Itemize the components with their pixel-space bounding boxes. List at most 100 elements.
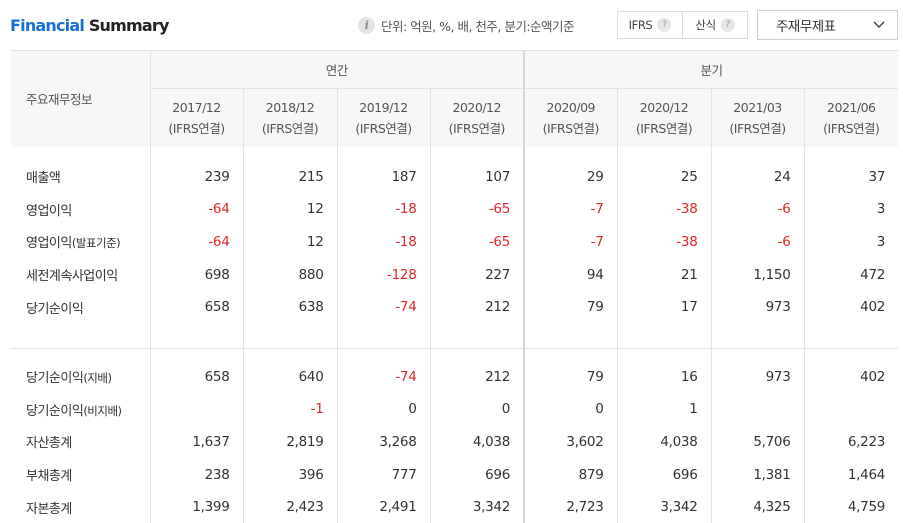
spacer-cell <box>336 146 430 161</box>
table-cell: 658 <box>149 290 243 324</box>
table-cell: 973 <box>710 290 805 324</box>
row-label-text: 세전계속사업이익 <box>26 269 118 285</box>
spacer-row <box>10 348 899 361</box>
toggle-formula[interactable]: 산식 ? <box>682 12 747 38</box>
table-cell: 0 <box>429 393 525 426</box>
table-cell: 696 <box>616 458 712 491</box>
table-cell: 107 <box>429 160 525 194</box>
spacer-cell <box>10 147 150 161</box>
column-type: (IFRS연결) <box>635 120 693 136</box>
table-row: 부채총계 238 396 777 696 879 696 1,381 1,464 <box>10 458 899 491</box>
column-header: 2018/12 (IFRS연결) <box>242 88 337 147</box>
table-cell: -74 <box>336 290 430 324</box>
row-label[interactable]: 부채총계 <box>10 458 150 491</box>
row-label-text: 매출액 <box>26 171 61 187</box>
table-cell: 3,342 <box>429 490 525 523</box>
statement-select[interactable]: 주재무제표 <box>757 10 898 40</box>
column-period: 2019/12 <box>359 99 408 115</box>
row-label[interactable]: 당기순이익 <box>10 291 150 324</box>
page-title: Financial Summary <box>10 16 169 35</box>
row-label-text: 부채총계 <box>26 469 72 485</box>
table-cell: -7 <box>523 193 618 226</box>
table-cell: 3,602 <box>523 425 618 459</box>
table-cell: 3,268 <box>336 425 430 459</box>
table-cell: 640 <box>242 360 337 394</box>
row-label[interactable]: 당기순이익(비지배) <box>10 393 150 426</box>
row-label[interactable]: 자산총계 <box>10 426 150 459</box>
spacer-cell <box>242 348 337 361</box>
help-icon[interactable]: ? <box>720 18 735 32</box>
table-cell: -128 <box>336 258 430 291</box>
row-label-text: 영업이익 <box>26 203 72 219</box>
spacer-cell <box>336 323 430 349</box>
table-cell: 212 <box>429 360 525 394</box>
column-type: (IFRS연결) <box>542 120 600 136</box>
spacer-cell <box>149 348 243 361</box>
table-row: 영업이익 -64 12 -18 -65 -7 -38 -6 3 <box>10 193 899 226</box>
info-icon[interactable]: i <box>358 16 375 34</box>
column-header: 2020/12 (IFRS연결) <box>429 88 525 147</box>
row-label[interactable]: 당기순이익(지배) <box>10 360 150 393</box>
column-header: 2017/12 (IFRS연결) <box>149 88 243 147</box>
spacer-cell <box>616 146 712 161</box>
row-label-text: 영업이익 <box>26 236 72 252</box>
column-period: 2020/09 <box>546 99 596 115</box>
table-cell: 402 <box>803 290 899 324</box>
table-cell: 6,223 <box>803 425 899 459</box>
row-label[interactable]: 매출액 <box>10 161 150 194</box>
table-cell: 1,637 <box>149 425 243 459</box>
statement-select-value: 주재무제표 <box>776 19 836 35</box>
table-cell: 0 <box>336 393 430 426</box>
table-cell: 4,038 <box>429 425 525 459</box>
row-header: 주요재무정보 <box>10 50 150 147</box>
table-cell: -38 <box>616 225 712 259</box>
table-cell: 94 <box>523 258 618 291</box>
toggle-ifrs-label: IFRS <box>628 18 653 32</box>
spacer-cell <box>523 323 618 349</box>
toggle-ifrs[interactable]: IFRS ? <box>618 12 682 38</box>
column-header: 2020/09 (IFRS연결) <box>523 88 618 147</box>
row-label[interactable]: 영업이익 <box>10 193 150 226</box>
row-label[interactable]: 영업이익(발표기준) <box>10 226 150 259</box>
table-cell: 0 <box>523 393 618 426</box>
table-cell: 1,150 <box>710 258 805 291</box>
table-cell: 79 <box>523 290 618 324</box>
column-header: 2021/06 (IFRS연결) <box>803 88 899 147</box>
financial-summary-header: Financial Summary i 단위: 억원, %, 배, 천주, 분기… <box>0 0 903 50</box>
table-cell: 187 <box>336 160 430 194</box>
table-cell: 2,423 <box>242 490 337 523</box>
table-cell: 12 <box>242 225 337 259</box>
spacer-cell <box>10 348 150 360</box>
table-cell: 3 <box>803 193 899 226</box>
help-icon[interactable]: ? <box>657 18 672 32</box>
table-cell <box>803 393 899 426</box>
table-cell: 3,342 <box>616 490 712 523</box>
table-cell: 880 <box>242 258 337 291</box>
table-cell: 16 <box>616 360 712 394</box>
spacer-cell <box>803 348 899 361</box>
table-cell: 4,759 <box>803 490 899 523</box>
table-cell: 1,399 <box>149 490 243 523</box>
column-header: 2020/12 (IFRS연결) <box>616 88 712 147</box>
table-row: 영업이익(발표기준) -64 12 -18 -65 -7 -38 -6 3 <box>10 225 899 259</box>
table-cell: 396 <box>242 458 337 491</box>
column-period: 2020/12 <box>452 99 502 115</box>
table-cell: 24 <box>710 160 805 194</box>
spacer-cell <box>149 146 243 161</box>
table-cell: -64 <box>149 193 243 226</box>
column-header: 2021/03 (IFRS연결) <box>710 88 805 147</box>
table-cell: 227 <box>429 258 525 291</box>
table-cell: -65 <box>429 193 525 226</box>
table-cell: 472 <box>803 258 899 291</box>
table-cell: -65 <box>429 225 525 259</box>
row-label[interactable]: 세전계속사업이익 <box>10 258 150 291</box>
row-label[interactable]: 자본총계 <box>10 491 150 523</box>
table-cell: 37 <box>803 160 899 194</box>
spacer-cell <box>710 348 805 361</box>
table-row: 당기순이익(지배) 658 640 -74 212 79 16 973 402 <box>10 360 899 394</box>
financial-table: 주요재무정보 연간 분기 2017/12 (IFRS연결) 2018/12 (IFRS… <box>10 50 899 523</box>
row-label-text: 자본총계 <box>26 501 72 517</box>
spacer-cell <box>149 323 243 349</box>
table-row: 자산총계 1,637 2,819 3,268 4,038 3,602 4,038 5,706 6… <box>10 425 899 459</box>
row-label-text: 당기순이익 <box>26 371 84 387</box>
